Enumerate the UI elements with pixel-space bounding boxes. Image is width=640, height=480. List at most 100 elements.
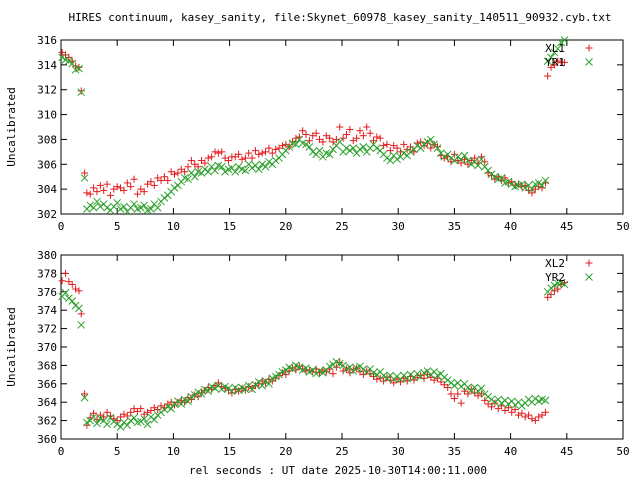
data-point [96,181,104,189]
data-point [201,159,209,167]
data-point [342,130,350,138]
y-tick-label: 312 [37,84,57,97]
x-tick-label: 15 [223,220,236,233]
y-tick-label: 374 [37,304,57,317]
data-point [518,409,526,417]
x-tick-label: 5 [114,220,121,233]
data-point [504,177,513,186]
data-point [541,396,550,405]
y-tick-label: 380 [37,249,57,262]
data-point [262,148,270,156]
data-point [420,374,428,382]
data-point [93,419,101,428]
data-point [308,148,317,156]
data-point [68,59,77,68]
data-point [77,310,85,318]
data-point [208,153,216,161]
data-point [89,203,98,212]
data-point [103,420,111,429]
data-point [61,288,70,297]
plot-top-xticks: 0 5 10 15 20 25 30 35 40 45 50 [58,40,630,233]
legend-marker-yr1 [585,58,593,66]
data-point [491,172,499,181]
data-point [467,385,475,393]
plot-bottom-series-2 [58,278,569,431]
legend-marker [585,44,593,52]
data-point [143,420,152,429]
data-point [373,375,381,383]
data-point [305,137,313,145]
data-point [211,148,219,156]
data-point [160,193,169,202]
x-tick-label: 10 [167,220,180,233]
data-point [211,166,219,175]
data-point [217,162,226,171]
data-point [326,134,334,142]
data-point [393,144,401,152]
data-point [460,151,469,160]
data-point [541,176,550,185]
data-point [481,396,489,404]
data-point [96,202,105,211]
data-point [120,202,128,211]
x-axis-title: rel seconds : UT date 2025-10-30T14:00:1… [189,464,487,477]
data-point [75,287,83,295]
data-point [302,140,310,149]
data-point [93,188,101,196]
y-tick-label: 304 [37,183,57,196]
data-point [528,185,536,193]
data-point [93,197,101,206]
data-point [261,162,270,171]
x-tick-label: 50 [616,445,629,458]
data-point [383,154,391,162]
data-point [373,133,381,141]
data-point [187,157,195,165]
data-point [77,321,86,329]
data-point [453,152,462,161]
data-point [150,415,159,424]
data-point [528,189,536,197]
legend-marker [585,259,593,267]
data-point [359,132,367,140]
data-point [120,186,128,194]
y-tick-label: 314 [37,59,57,72]
data-point [157,176,165,184]
plot-top-series-1 [58,48,569,199]
data-point [474,161,482,170]
data-point [248,385,256,394]
data-point [238,155,246,163]
legend-label-xl2: XL2 [545,257,565,270]
x-tick-label: 20 [279,445,292,458]
legend-marker [585,273,593,281]
y-tick-label: 306 [37,158,57,171]
y-tick-label: 366 [37,378,57,391]
plot-top: Uncalibrated 302 304 306 308 310 312 314 316 0 5… [5,34,630,233]
data-point [278,142,286,150]
data-point [75,304,83,313]
data-point [504,404,512,412]
data-point [420,140,428,149]
data-point [557,38,566,47]
data-point [221,167,229,176]
x-tick-label: 40 [504,220,517,233]
data-point [190,172,199,181]
legend-label-xl1: XL1 [545,42,565,55]
data-point [554,57,562,65]
plot-bottom-xticks: 0 5 10 15 20 25 30 35 40 45 50 [58,255,630,458]
x-tick-label: 45 [560,220,573,233]
data-point [89,413,98,421]
data-point [241,154,249,162]
data-point [393,155,401,164]
data-point [272,145,280,153]
data-point [77,87,85,95]
y-tick-label: 308 [37,133,57,146]
data-point [90,409,98,417]
data-point [454,390,462,398]
data-point [170,184,179,192]
data-point [531,417,539,425]
plot-bottom-ylabel: Uncalibrated [5,307,18,386]
data-point [140,201,149,210]
data-point [450,395,458,403]
data-point [80,393,89,402]
